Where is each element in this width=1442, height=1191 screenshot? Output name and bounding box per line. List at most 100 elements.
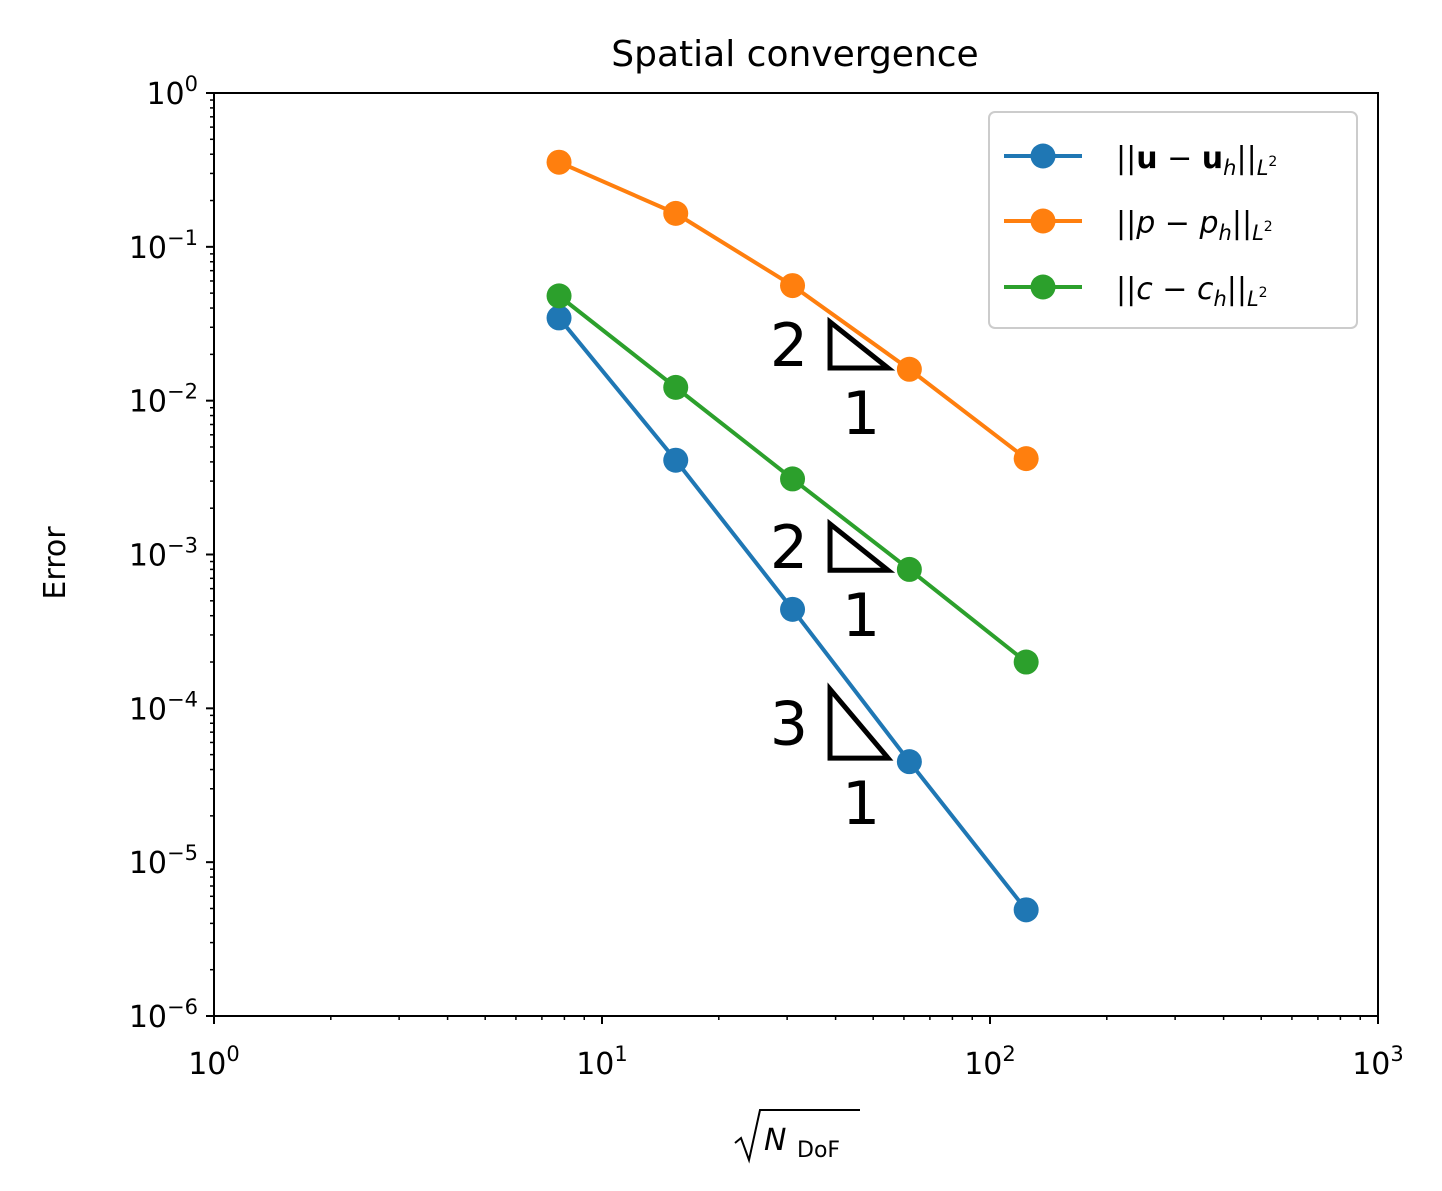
legend-label-part: 2 [1259, 285, 1268, 301]
y-tick-label: 10−6 [129, 995, 198, 1035]
x-axis-label: N DoF [734, 1109, 860, 1164]
y-tick-label: 10−5 [129, 841, 198, 881]
legend-marker [1030, 208, 1056, 234]
slope-rise-label: 2 [770, 311, 808, 381]
y-tick-exponent: −5 [167, 841, 198, 865]
data-point [546, 283, 572, 309]
plot-area: 100 101 102 10310010−110−210−310−410−510−62… [129, 72, 1404, 1082]
x-tick-exponent: 1 [614, 1042, 627, 1066]
x-tick-exponent: 0 [226, 1042, 239, 1066]
legend-label-part: || [1116, 206, 1136, 241]
series-c [546, 283, 1039, 675]
legend-entry: ||p − ph||L2 [1004, 206, 1273, 245]
legend-label-part: h [1223, 156, 1236, 180]
x-tick-label: 101 [576, 1042, 628, 1082]
x-axis-label-sub: DoF [797, 1138, 840, 1163]
legend-label-part: 2 [1264, 219, 1273, 235]
legend-label-part: − [1158, 141, 1202, 176]
y-tick-exponent: −2 [167, 380, 198, 404]
y-tick-base: 10 [129, 539, 167, 574]
legend-label-part: || [1232, 206, 1252, 241]
data-point [663, 447, 689, 473]
slope-triangle-shape [827, 518, 896, 573]
legend-label: ||p − ph||L2 [1116, 206, 1273, 245]
series-p [546, 149, 1039, 472]
legend-label-part: L [1247, 287, 1259, 311]
y-tick-base: 10 [129, 1000, 167, 1035]
legend-label-part: c [1197, 272, 1214, 307]
x-tick-base: 10 [188, 1047, 226, 1082]
legend-label-part: − [1155, 206, 1199, 241]
x-tick-label: 100 [188, 1042, 240, 1082]
data-point [1013, 446, 1039, 472]
legend-label-part: − [1153, 272, 1197, 307]
data-point [780, 273, 806, 299]
legend-label-part: L [1257, 156, 1269, 180]
y-tick-base: 10 [129, 692, 167, 727]
slope-run-label: 1 [842, 379, 880, 449]
y-tick-base: 10 [129, 231, 167, 266]
y-tick-exponent: −3 [167, 534, 198, 558]
legend-label-part: u [1136, 141, 1157, 176]
data-point [663, 374, 689, 400]
y-tick-label: 10−4 [129, 687, 198, 727]
slope-rise-label: 3 [770, 690, 808, 760]
slope-triangle: 21 [770, 513, 896, 651]
y-tick-exponent: 0 [185, 72, 198, 96]
y-tick-exponent: −1 [167, 226, 198, 250]
legend-frame [988, 111, 1358, 329]
x-tick-exponent: 2 [1002, 1042, 1015, 1066]
x-tick-exponent: 3 [1390, 1042, 1403, 1066]
slope-rise-label: 2 [770, 513, 808, 583]
legend-label-part: || [1227, 272, 1247, 307]
legend-label-part: h [1219, 221, 1232, 245]
data-point [546, 305, 572, 331]
y-axis-label: Error [38, 526, 73, 600]
legend-label-part: || [1116, 272, 1136, 307]
y-tick-label: 100 [146, 72, 198, 112]
y-tick-exponent: −4 [167, 687, 198, 711]
legend-marker [1030, 274, 1056, 300]
data-point [896, 356, 922, 382]
legend: ||u − uh||L2||p − ph||L2||c − ch||L2 [988, 111, 1358, 329]
slope-triangle-shape [827, 316, 896, 371]
chart-title: Spatial convergence [611, 34, 978, 75]
slope-run-label: 1 [842, 581, 880, 651]
sqrt-sign [734, 1109, 860, 1164]
x-tick-base: 10 [1352, 1047, 1390, 1082]
y-tick-base: 10 [146, 77, 184, 112]
legend-label-part: p [1135, 206, 1155, 241]
y-tick-label: 10−1 [129, 226, 198, 266]
slope-run-label: 1 [842, 769, 880, 839]
series-u [546, 305, 1039, 923]
legend-label: ||c − ch||L2 [1116, 272, 1268, 311]
legend-label-part: u [1202, 141, 1223, 176]
legend-label-part: || [1236, 141, 1256, 176]
data-point [663, 200, 689, 226]
slope-triangle: 31 [770, 682, 894, 839]
x-tick-label: 103 [1352, 1042, 1404, 1082]
data-point [546, 149, 572, 175]
y-tick-base: 10 [129, 846, 167, 881]
legend-label-part: c [1136, 272, 1153, 307]
x-tick-label: 102 [964, 1042, 1016, 1082]
y-tick-label: 10−2 [129, 380, 198, 420]
legend-label-part: L [1252, 221, 1264, 245]
legend-label-part: h [1213, 287, 1226, 311]
data-point [1013, 897, 1039, 923]
data-point [1013, 649, 1039, 675]
slope-triangle-shape [827, 682, 894, 761]
legend-label-part: 2 [1268, 154, 1277, 170]
data-point [896, 556, 922, 582]
data-point [780, 596, 806, 622]
minor-ticks [210, 99, 1361, 1020]
data-point [780, 466, 806, 492]
legend-label: ||u − uh||L2 [1116, 141, 1277, 180]
legend-entry: ||c − ch||L2 [1004, 272, 1268, 311]
y-tick-exponent: −6 [167, 995, 198, 1019]
x-axis-label-main: N [764, 1123, 786, 1158]
legend-entry: ||u − uh||L2 [1004, 141, 1277, 180]
legend-label-part: p [1198, 206, 1218, 241]
x-tick-base: 10 [964, 1047, 1002, 1082]
